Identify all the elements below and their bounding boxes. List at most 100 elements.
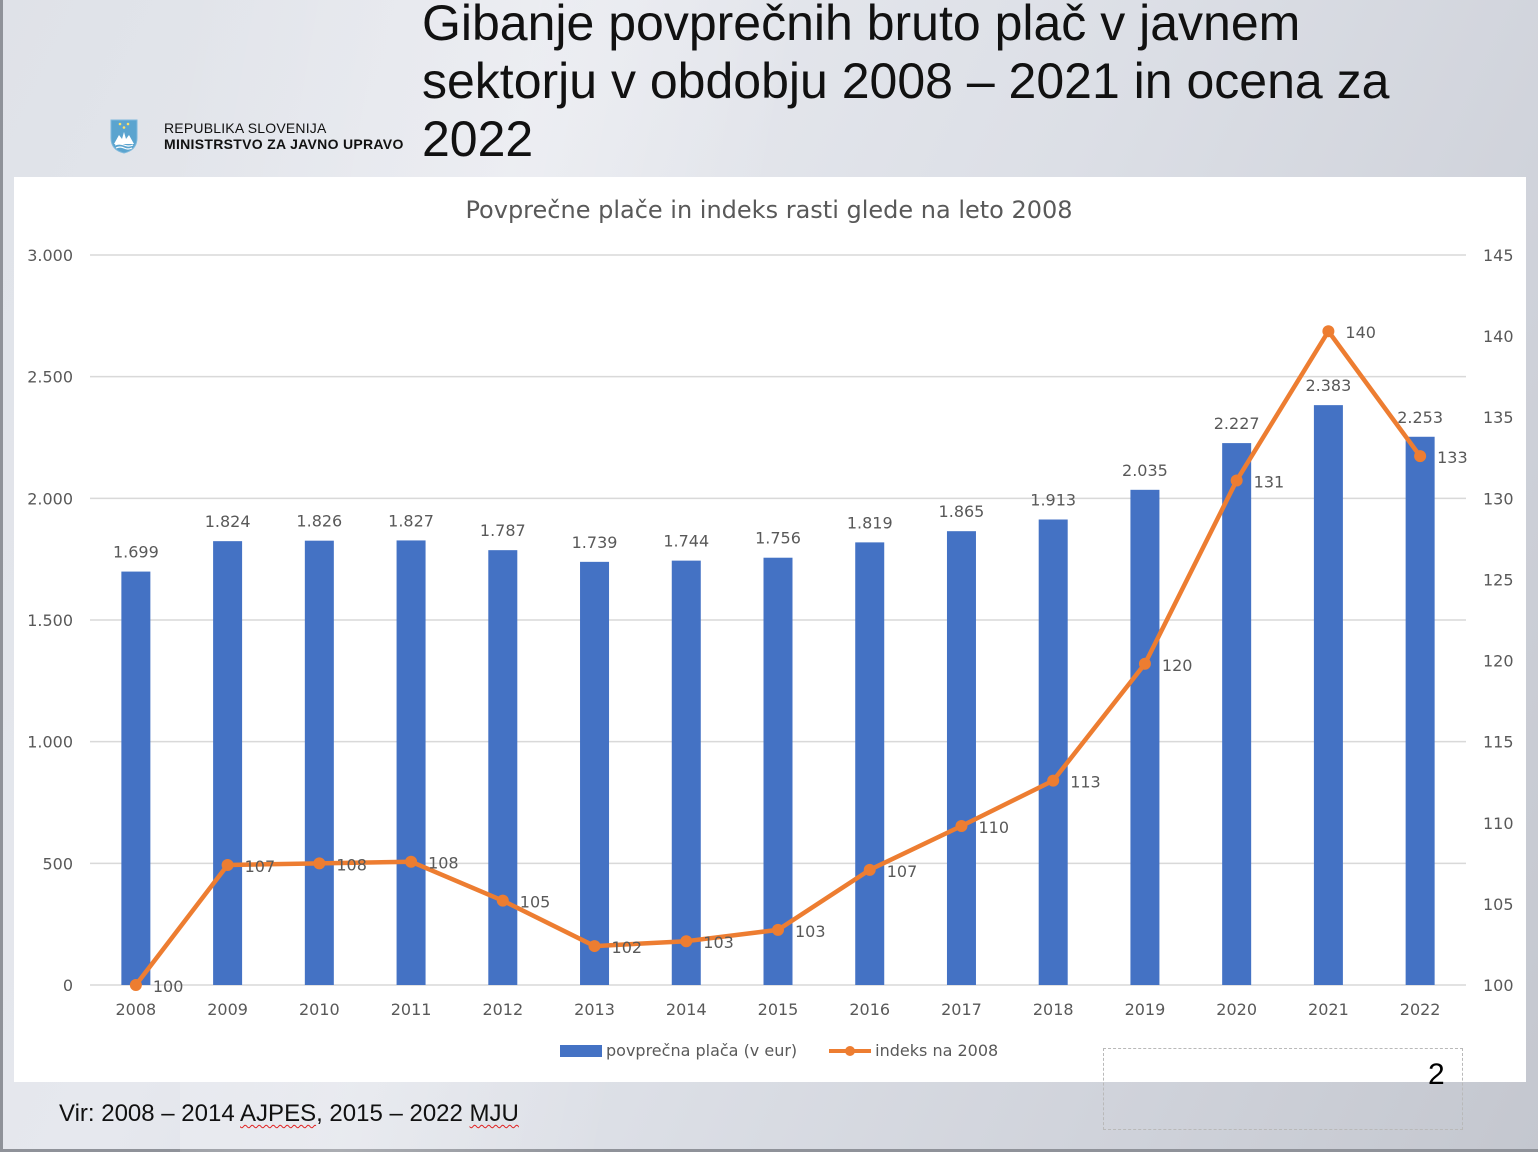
index-marker bbox=[1138, 657, 1151, 670]
x-axis-tick-label: 2016 bbox=[849, 1000, 890, 1019]
chart-legend: povprečna plača (v eur) indeks na 2008 bbox=[560, 1041, 1030, 1060]
right-axis-tick-label: 110 bbox=[1483, 814, 1514, 833]
index-value-label: 108 bbox=[428, 854, 459, 873]
right-axis-tick-label: 105 bbox=[1483, 895, 1514, 914]
x-axis-tick-label: 2020 bbox=[1216, 1000, 1257, 1019]
index-value-label: 140 bbox=[1345, 323, 1376, 342]
salary-bar bbox=[304, 540, 334, 985]
index-marker bbox=[1322, 325, 1335, 338]
x-axis-tick-label: 2012 bbox=[482, 1000, 523, 1019]
slide-border bbox=[0, 0, 3, 1152]
salary-bar bbox=[488, 550, 518, 985]
salary-bar bbox=[1038, 519, 1068, 985]
salary-bar-label: 1.787 bbox=[480, 521, 526, 540]
x-axis-tick-label: 2019 bbox=[1125, 1000, 1166, 1019]
salary-bar bbox=[1222, 443, 1252, 985]
salary-bar bbox=[1405, 436, 1435, 985]
index-value-label: 131 bbox=[1254, 472, 1285, 491]
salary-bar bbox=[855, 542, 885, 985]
salary-bar-label: 1.827 bbox=[388, 511, 434, 530]
right-axis-tick-label: 100 bbox=[1483, 976, 1514, 995]
right-axis-tick-label: 135 bbox=[1483, 408, 1514, 427]
index-value-label: 120 bbox=[1162, 656, 1193, 675]
index-value-label: 105 bbox=[520, 893, 551, 912]
salary-bar-label: 2.035 bbox=[1122, 461, 1168, 480]
left-axis-tick-label: 0 bbox=[63, 976, 73, 995]
index-value-label: 102 bbox=[612, 938, 643, 957]
index-marker bbox=[1047, 774, 1060, 787]
index-marker bbox=[863, 863, 876, 876]
x-axis-tick-label: 2018 bbox=[1033, 1000, 1074, 1019]
index-value-label: 133 bbox=[1437, 448, 1468, 467]
salary-bar-label: 1.756 bbox=[755, 529, 801, 548]
index-marker bbox=[405, 855, 418, 868]
salary-bar bbox=[121, 571, 151, 985]
x-axis-tick-label: 2015 bbox=[758, 1000, 799, 1019]
right-axis-tick-label: 120 bbox=[1483, 652, 1514, 671]
x-axis-tick-label: 2022 bbox=[1400, 1000, 1441, 1019]
legend-item-salary: povprečna plača (v eur) bbox=[560, 1041, 797, 1060]
index-marker bbox=[1230, 474, 1243, 487]
salary-bar-label: 1.865 bbox=[939, 502, 985, 521]
left-axis-tick-label: 2.500 bbox=[27, 368, 73, 387]
right-axis-tick-label: 130 bbox=[1483, 489, 1514, 508]
index-value-label: 107 bbox=[887, 862, 918, 881]
line-marker-swatch-icon bbox=[829, 1045, 872, 1057]
x-axis-tick-label: 2010 bbox=[299, 1000, 340, 1019]
org-line-2: MINISTRSTVO ZA JAVNO UPRAVO bbox=[164, 136, 404, 152]
index-value-label: 113 bbox=[1070, 773, 1101, 792]
salary-bar bbox=[763, 557, 793, 985]
index-marker bbox=[313, 857, 326, 870]
index-value-label: 108 bbox=[336, 855, 367, 874]
left-axis-tick-label: 1.000 bbox=[27, 733, 73, 752]
x-axis-tick-label: 2017 bbox=[941, 1000, 982, 1019]
right-axis-tick-label: 145 bbox=[1483, 246, 1514, 265]
slide-border bbox=[0, 1149, 1538, 1152]
x-axis-tick-label: 2013 bbox=[574, 1000, 615, 1019]
left-axis-tick-label: 500 bbox=[42, 854, 73, 873]
x-axis-tick-label: 2014 bbox=[666, 1000, 707, 1019]
index-marker bbox=[496, 894, 509, 907]
index-marker bbox=[221, 858, 234, 871]
salary-bar-label: 1.699 bbox=[113, 543, 159, 562]
x-axis-tick-label: 2021 bbox=[1308, 1000, 1349, 1019]
x-axis-tick-label: 2011 bbox=[391, 1000, 432, 1019]
legend-item-index: indeks na 2008 bbox=[829, 1041, 998, 1060]
salary-bar-label: 2.253 bbox=[1397, 408, 1443, 427]
salary-bar-label: 1.744 bbox=[663, 532, 709, 551]
left-axis-tick-label: 1.500 bbox=[27, 611, 73, 630]
x-axis-tick-label: 2009 bbox=[207, 1000, 248, 1019]
index-marker bbox=[129, 979, 142, 991]
salary-bar bbox=[1130, 489, 1160, 985]
index-value-label: 103 bbox=[703, 933, 734, 952]
index-marker bbox=[1414, 450, 1427, 463]
salary-bar bbox=[580, 561, 610, 985]
bar-swatch-icon bbox=[560, 1044, 602, 1057]
index-value-label: 110 bbox=[978, 818, 1009, 837]
right-axis-tick-label: 115 bbox=[1483, 733, 1514, 752]
source-prefix: Vir: 2008 – 2014 bbox=[59, 1100, 241, 1127]
source-note: Vir: 2008 – 2014 AJPES, 2015 – 2022 MJU bbox=[59, 1100, 519, 1128]
index-marker bbox=[955, 820, 968, 833]
slide-title: Gibanje povprečnih bruto plač v javnem s… bbox=[422, 0, 1390, 167]
left-axis-tick-label: 2.000 bbox=[27, 489, 73, 508]
chart-title: Povprečne plače in indeks rasti glede na… bbox=[465, 196, 1073, 224]
salary-bar-label: 1.819 bbox=[847, 513, 893, 532]
organization-name: REPUBLIKA SLOVENIJA MINISTRSTVO ZA JAVNO… bbox=[164, 120, 404, 152]
salary-bar-label: 1.913 bbox=[1030, 491, 1076, 510]
salary-bar bbox=[213, 541, 243, 985]
right-axis-tick-label: 125 bbox=[1483, 570, 1514, 589]
slovenia-coat-of-arms-icon bbox=[110, 119, 138, 154]
salary-bar bbox=[396, 540, 426, 985]
legend-label-salary: povprečna plača (v eur) bbox=[606, 1041, 798, 1060]
page-number: 2 bbox=[1428, 1058, 1445, 1091]
salary-bar bbox=[671, 560, 701, 985]
org-line-1: REPUBLIKA SLOVENIJA bbox=[164, 120, 327, 136]
source-mid: , 2015 – 2022 bbox=[316, 1100, 470, 1127]
index-value-label: 107 bbox=[245, 857, 276, 876]
index-value-label: 100 bbox=[153, 977, 184, 996]
salary-bar-label: 2.227 bbox=[1214, 414, 1260, 433]
legend-label-index: indeks na 2008 bbox=[875, 1041, 999, 1060]
salary-bar-label: 1.739 bbox=[572, 533, 618, 552]
